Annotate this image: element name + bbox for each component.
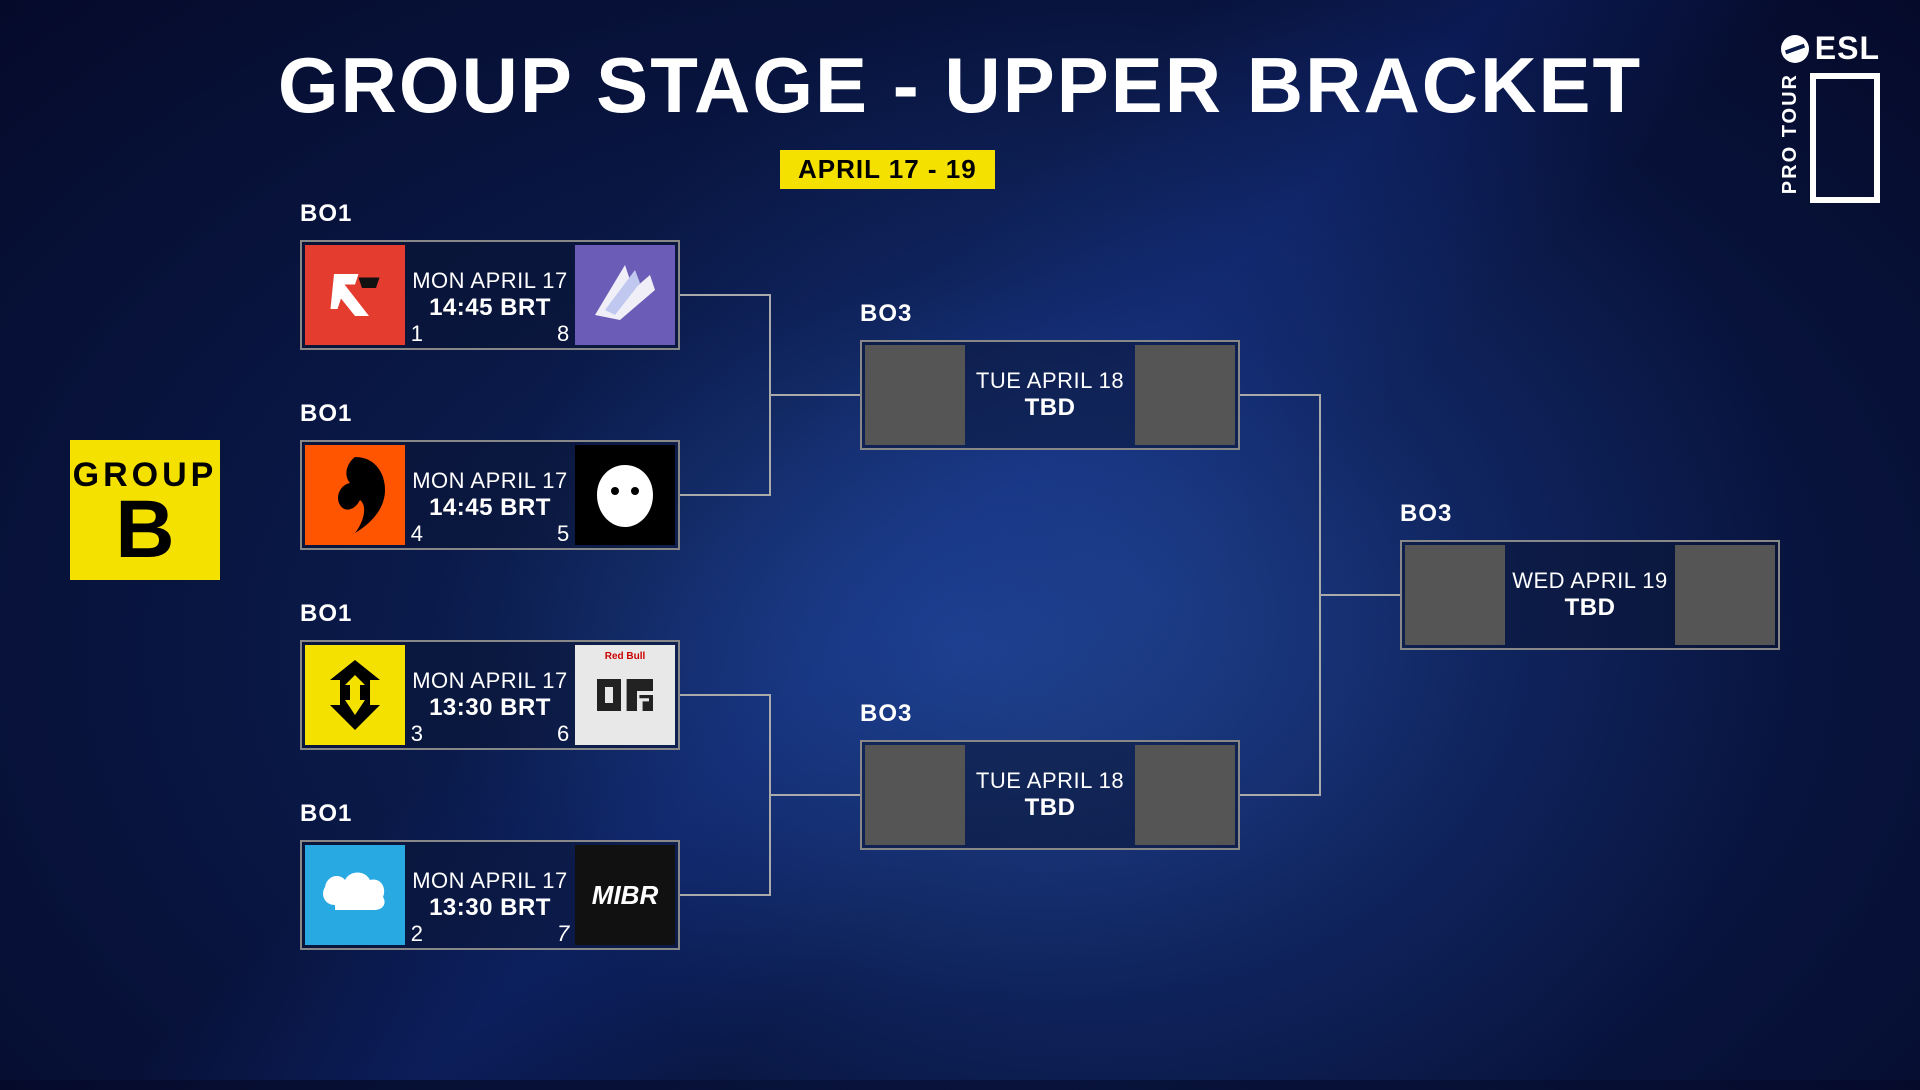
pro-tour-box-icon	[1810, 73, 1880, 203]
group-badge: GROUP B	[70, 440, 220, 580]
match-sf1-date: TUE APRIL 18	[968, 368, 1132, 394]
redbull-label: Red Bull	[605, 651, 646, 662]
match-m3-date: MON APRIL 17	[408, 668, 572, 694]
match-sf1-info: TUE APRIL 18 TBD	[968, 368, 1132, 422]
match-final-info: WED APRIL 19 TBD	[1508, 568, 1672, 622]
match-m3: 3 MON APRIL 17 13:30 BRT Red Bull 6	[300, 640, 680, 750]
round1-label-m4: BO1	[300, 800, 352, 828]
seed-m4-b: 7	[557, 921, 569, 947]
match-final-date: WED APRIL 19	[1508, 568, 1672, 594]
seed-m3-b: 6	[557, 721, 569, 747]
match-sf2-date: TUE APRIL 18	[968, 768, 1132, 794]
seed-m2-a: 4	[411, 521, 423, 547]
date-range-badge: APRIL 17 - 19	[780, 150, 995, 189]
match-final-time: TBD	[1508, 594, 1672, 622]
mibr-text: MIBR	[592, 880, 658, 911]
match-m4: 2 MON APRIL 17 13:30 BRT MIBR 7	[300, 840, 680, 950]
team-og: Red Bull 6	[575, 645, 675, 745]
match-m1: 1 MON APRIL 17 14:45 BRT 8	[300, 240, 680, 350]
team-vitality: 3	[305, 645, 405, 745]
match-m4-date: MON APRIL 17	[408, 868, 572, 894]
match-m1-date: MON APRIL 17	[408, 268, 572, 294]
seed-m3-a: 3	[411, 721, 423, 747]
forze-icon	[575, 245, 675, 345]
round2-label-sf1: BO3	[860, 300, 912, 328]
sf1-team-a-tbd	[865, 345, 965, 445]
final-team-b-tbd	[1675, 545, 1775, 645]
seed-m2-b: 5	[557, 521, 569, 547]
esl-circle-icon	[1781, 35, 1809, 63]
esl-brand-text: ESL	[1815, 30, 1880, 67]
team-fnatic: 4	[305, 445, 405, 545]
pro-tour-text: PRO TOUR	[1779, 73, 1802, 194]
match-sf1-time: TBD	[968, 394, 1132, 422]
team-furia: 5	[575, 445, 675, 545]
cloud9-icon	[305, 845, 405, 945]
vitality-icon	[305, 645, 405, 745]
seed-m4-a: 2	[411, 921, 423, 947]
match-m3-info: MON APRIL 17 13:30 BRT	[408, 668, 572, 722]
group-value: B	[115, 495, 174, 565]
sf1-team-b-tbd	[1135, 345, 1235, 445]
match-m4-info: MON APRIL 17 13:30 BRT	[408, 868, 572, 922]
faze-icon	[320, 260, 390, 330]
sf2-team-b-tbd	[1135, 745, 1235, 845]
round3-label-final: BO3	[1400, 500, 1452, 528]
round1-label-m3: BO1	[300, 600, 352, 628]
seed-m1-a: 1	[411, 321, 423, 347]
match-m4-time: 13:30 BRT	[408, 894, 572, 922]
match-sf2-time: TBD	[968, 794, 1132, 822]
round1-label-m1: BO1	[300, 200, 352, 228]
furia-icon	[575, 445, 675, 545]
team-faze: 1	[305, 245, 405, 345]
final-team-a-tbd	[1405, 545, 1505, 645]
seed-m1-b: 8	[557, 321, 569, 347]
match-sf2: TUE APRIL 18 TBD	[860, 740, 1240, 850]
match-m2: 4 MON APRIL 17 14:45 BRT 5	[300, 440, 680, 550]
match-m2-date: MON APRIL 17	[408, 468, 572, 494]
page-title: GROUP STAGE - UPPER BRACKET	[278, 40, 1642, 131]
team-cloud9: 2	[305, 845, 405, 945]
fnatic-icon	[305, 445, 405, 545]
sf2-team-a-tbd	[865, 745, 965, 845]
match-sf2-info: TUE APRIL 18 TBD	[968, 768, 1132, 822]
match-sf1: TUE APRIL 18 TBD	[860, 340, 1240, 450]
match-m2-info: MON APRIL 17 14:45 BRT	[408, 468, 572, 522]
match-m3-time: 13:30 BRT	[408, 694, 572, 722]
pro-tour-row: PRO TOUR	[1756, 73, 1880, 203]
match-m2-time: 14:45 BRT	[408, 494, 572, 522]
round1-label-m2: BO1	[300, 400, 352, 428]
match-m1-info: MON APRIL 17 14:45 BRT	[408, 268, 572, 322]
team-forze: 8	[575, 245, 675, 345]
match-m1-time: 14:45 BRT	[408, 294, 572, 322]
match-final: WED APRIL 19 TBD	[1400, 540, 1780, 650]
og-icon	[585, 665, 665, 725]
team-mibr: MIBR 7	[575, 845, 675, 945]
esl-brand-row: ESL	[1756, 30, 1880, 67]
round2-label-sf2: BO3	[860, 700, 912, 728]
esl-logo: ESL PRO TOUR	[1756, 30, 1880, 203]
